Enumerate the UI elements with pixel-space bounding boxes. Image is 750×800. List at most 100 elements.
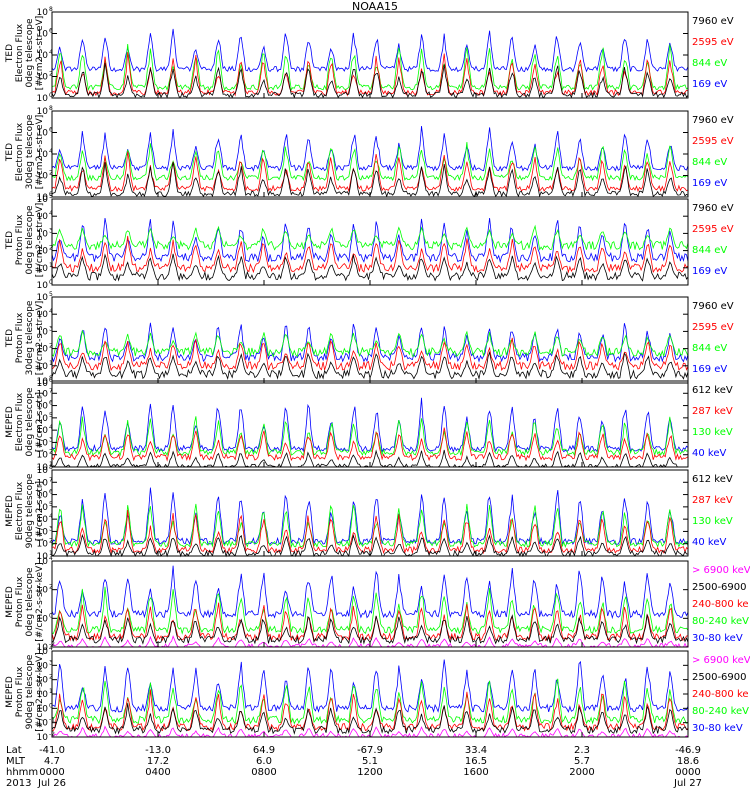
x-tick-hhmm: 0000	[39, 767, 65, 778]
legend-entry: 844 eV	[692, 157, 728, 168]
y-tick-exponent: 0	[49, 377, 53, 384]
series-2595-ev	[51, 235, 689, 274]
x-tick-hhmm: 0400	[145, 767, 171, 778]
legend-entry: 7960 eV	[692, 16, 734, 27]
y-tick-exponent: 1	[49, 550, 53, 557]
y-tick-label: 10	[37, 345, 49, 355]
y-tick-exponent: 4	[49, 148, 53, 155]
legend-entry: 844 eV	[692, 58, 728, 69]
legend-entry: 612 keV	[692, 385, 733, 396]
y-tick-label: 10	[37, 647, 49, 657]
legend-entry: 2500-6900	[692, 582, 747, 593]
series-80-240-kev	[52, 586, 689, 635]
panel-4-ylabel: TED Proton Flux 30deg telescope [#/cm2-s-st…	[5, 300, 45, 376]
legend-entry: 287 keV	[692, 495, 733, 506]
y-tick-label: 10	[37, 438, 49, 448]
y-tick-label: 10	[37, 94, 49, 104]
legend-entry: 2500-6900	[692, 672, 747, 683]
y-tick-exponent: 4	[49, 645, 53, 652]
y-tick-label: 10	[37, 643, 49, 653]
y-tick-label: 10	[37, 466, 49, 476]
y-tick-exponent: 7	[49, 476, 53, 483]
y-tick-exponent: 7	[49, 387, 53, 394]
series-80-240-kev	[51, 678, 689, 725]
panel-7: 10-2100102104	[37, 555, 689, 653]
x-tick-hhmm: 0000	[675, 767, 701, 778]
x-tick-hhmm: 0800	[251, 767, 277, 778]
x-tick-mlt: 6.0	[256, 756, 272, 767]
legend-entry: 80-240 keV	[692, 706, 750, 717]
y-tick-exponent: 3	[49, 659, 53, 666]
y-tick-label: 10	[37, 614, 49, 624]
y-tick-exponent: 8	[49, 6, 53, 13]
x-tick-mlt: 16.5	[464, 756, 488, 767]
y-tick-label: 10	[37, 30, 49, 40]
legend-entry: 287 keV	[692, 406, 733, 417]
y-tick-exponent: 4	[49, 210, 53, 217]
chart-title: NOAA15	[351, 0, 399, 13]
y-tick-exponent: 4	[49, 513, 53, 520]
y-tick-exponent: 0	[49, 92, 53, 99]
x-tick-hhmm: 1600	[463, 767, 489, 778]
panel-7-ylabel: MEPED Proton Flux 0deg telescope [#/cm2-s-s…	[5, 562, 45, 642]
y-tick-exponent: 2	[49, 170, 53, 177]
y-tick-label: 10	[37, 264, 49, 274]
legend-entry: 40 keV	[692, 537, 727, 548]
y-tick-exponent: 6	[49, 28, 53, 35]
y-tick-label: 10	[37, 327, 49, 337]
series-844-ev	[51, 329, 689, 358]
x-axis-row-label: Lat	[6, 745, 22, 756]
x-axis-row-label: MLT	[6, 756, 25, 767]
legend-entry: 844 eV	[692, 343, 728, 354]
y-tick-label: 10	[37, 540, 49, 550]
y-tick-exponent: 3	[49, 436, 53, 443]
y-tick-exponent: 1	[49, 461, 53, 468]
y-tick-exponent: 0	[49, 702, 53, 709]
y-tick-label: 10	[37, 463, 49, 473]
y-tick-label: 10	[37, 193, 49, 203]
y-tick-label: 10	[37, 478, 49, 488]
series-40-kev	[51, 397, 689, 453]
legend-entry: 130 keV	[692, 516, 733, 527]
x-tick-lat: -41.0	[39, 745, 65, 756]
legend-entry: 40 keV	[692, 448, 727, 459]
y-tick-label: 10	[37, 377, 49, 387]
x-tick-date: Jul 27	[674, 778, 702, 789]
series-130-kev	[51, 416, 689, 457]
x-tick-lat: -46.9	[675, 745, 701, 756]
y-tick-label: 10	[37, 150, 49, 160]
legend-entry: 2595 eV	[692, 136, 734, 147]
x-tick-mlt: 18.6	[676, 756, 700, 767]
x-tick-mlt: 17.2	[146, 756, 170, 767]
panel-8-ylabel: MEPED Proton Flux 90deg telescope [#/cm2-s-…	[5, 652, 45, 732]
series-30-80-kev	[51, 659, 689, 713]
y-tick-label: 10	[37, 426, 49, 436]
panel-1-ylabel: TED Electron Flux 0deg telescope [#/cm2-s-s…	[5, 15, 45, 91]
y-tick-exponent: 5	[49, 412, 53, 419]
y-tick-exponent: 4	[49, 555, 53, 562]
legend-entry: 240-800 ke	[692, 599, 749, 610]
y-tick-exponent: 6	[49, 489, 53, 496]
y-tick-label: 10	[37, 195, 49, 205]
y-tick-label: 10	[37, 402, 49, 412]
series-169-ev	[51, 322, 689, 363]
y-tick-exponent: 2	[49, 449, 53, 456]
legend-entry: 30-80 keV	[692, 633, 743, 644]
x-tick-lat: 33.4	[464, 745, 488, 756]
y-tick-label: 10	[37, 310, 49, 320]
y-tick-label: 10	[37, 281, 49, 291]
y-tick-label: 10	[37, 73, 49, 83]
y-tick-label: 10	[37, 229, 49, 239]
x-tick-mlt: 4.7	[44, 756, 60, 767]
x-tick-lat: 64.9	[252, 745, 276, 756]
legend-entry: > 6900 keV	[692, 655, 750, 666]
y-tick-label: 10	[37, 719, 49, 729]
y-tick-exponent: 8	[49, 464, 53, 471]
legend-entry: 30-80 keV	[692, 723, 743, 734]
